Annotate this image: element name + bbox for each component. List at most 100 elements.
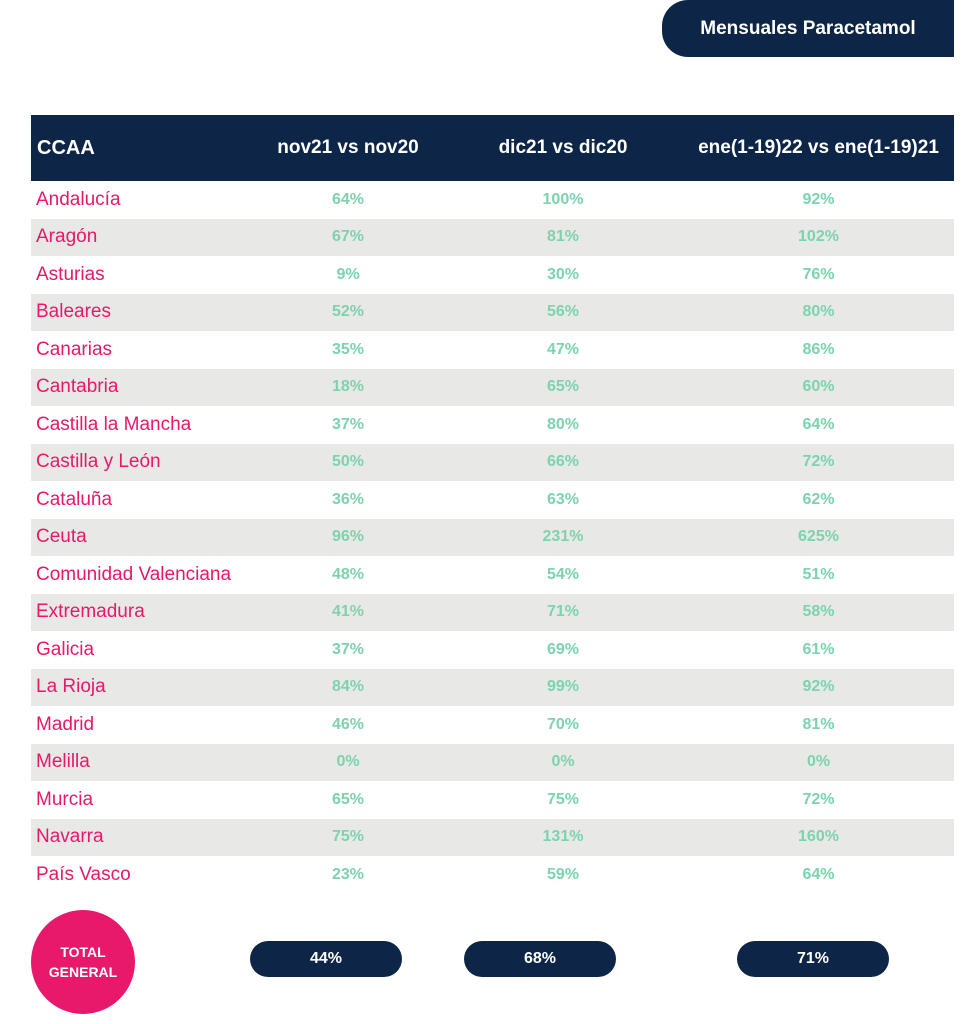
dic-value: 131% <box>542 828 584 846</box>
table-row: Melilla 0% 0% 0% <box>31 743 954 781</box>
region-name: Galicia <box>36 638 95 660</box>
ene-value: 625% <box>798 528 839 546</box>
nov-value: 64% <box>331 190 365 208</box>
table-header-row: CCAA nov21 vs nov20 dic21 vs dic20 ene(1… <box>31 115 954 181</box>
column-header-ccaa: CCAA <box>37 136 95 159</box>
region-name: Baleares <box>36 301 111 323</box>
nov-value: 84% <box>331 678 365 696</box>
ene-value: 160% <box>798 828 839 846</box>
region-name: Cantabria <box>36 376 119 398</box>
dic-value: 81% <box>546 228 580 246</box>
nov-value: 46% <box>331 715 365 733</box>
total-dic-value: 68% <box>523 950 557 967</box>
table-row: Baleares 52% 56% 80% <box>31 293 954 331</box>
table-row: Canarias 35% 47% 86% <box>31 331 954 369</box>
ene-value: 92% <box>802 678 835 696</box>
nov-value: 67% <box>331 228 365 246</box>
ene-value: 86% <box>802 340 835 358</box>
region-name: Comunidad Valenciana <box>36 563 232 585</box>
column-header-ene: ene(1-19)22 vs ene(1-19)21 <box>698 137 939 158</box>
nov-value: 0% <box>336 753 360 771</box>
nov-value: 96% <box>331 528 365 546</box>
dic-value: 47% <box>546 340 580 358</box>
table-row: País Vasco 23% 59% 64% <box>31 856 954 894</box>
dic-value: 54% <box>546 565 580 583</box>
region-name: Aragón <box>36 226 98 248</box>
dic-value: 70% <box>546 715 580 733</box>
nov-value: 9% <box>336 265 360 283</box>
dic-value: 80% <box>546 415 580 433</box>
dic-value: 0% <box>551 753 575 771</box>
ene-value: 72% <box>802 453 835 471</box>
nov-value: 35% <box>331 340 365 358</box>
ene-value: 92% <box>802 190 835 208</box>
ene-value: 76% <box>802 265 835 283</box>
total-ene-pill: 71% <box>737 941 889 977</box>
table-row: Andalucía 64% 100% 92% <box>31 181 954 219</box>
table-row: Murcia 65% 75% 72% <box>31 781 954 819</box>
dic-value: 100% <box>542 190 584 208</box>
ene-value: 64% <box>802 865 835 883</box>
nov-value: 48% <box>331 565 365 583</box>
nov-value: 36% <box>331 490 365 508</box>
nov-value: 50% <box>331 453 365 471</box>
total-general-badge: TOTAL GENERAL <box>31 910 135 1014</box>
ccaa-table: CCAA nov21 vs nov20 dic21 vs dic20 ene(1… <box>31 115 954 894</box>
region-name: Cataluña <box>36 488 113 510</box>
ene-value: 80% <box>802 303 835 321</box>
region-name: La Rioja <box>36 676 106 698</box>
region-name: Andalucía <box>36 188 121 210</box>
total-ene-value: 71% <box>796 950 830 967</box>
nov-value: 18% <box>331 378 365 396</box>
total-dic-pill: 68% <box>464 941 616 977</box>
dic-value: 66% <box>546 453 580 471</box>
ene-value: 64% <box>802 415 835 433</box>
region-name: Navarra <box>36 826 104 848</box>
region-name: País Vasco <box>36 863 131 885</box>
table-row: Navarra 75% 131% 160% <box>31 818 954 856</box>
table-row: Castilla la Mancha 37% 80% 64% <box>31 406 954 444</box>
table-row: Asturias 9% 30% 76% <box>31 256 954 294</box>
page-title: Mensuales Paracetamol <box>700 17 916 39</box>
region-name: Melilla <box>36 751 90 773</box>
dic-value: 231% <box>542 528 584 546</box>
table-row: Madrid 46% 70% 81% <box>31 706 954 744</box>
total-nov-value: 44% <box>309 950 343 967</box>
dic-value: 69% <box>546 640 580 658</box>
total-nov-pill: 44% <box>250 941 402 977</box>
total-label-line1: TOTAL <box>60 944 106 960</box>
nov-value: 41% <box>331 603 365 621</box>
dic-value: 59% <box>546 865 580 883</box>
dic-value: 30% <box>546 265 580 283</box>
dic-value: 56% <box>546 303 580 321</box>
region-name: Murcia <box>36 788 94 810</box>
dic-value: 75% <box>546 790 580 808</box>
table-row: Castilla y León 50% 66% 72% <box>31 443 954 481</box>
table-row: Aragón 67% 81% 102% <box>31 218 954 256</box>
table-body: Andalucía 64% 100% 92% Aragón 67% 81% 102% Astur… <box>31 181 954 894</box>
ene-value: 60% <box>802 378 835 396</box>
region-name: Canarias <box>36 338 113 360</box>
table-row: La Rioja 84% 99% 92% <box>31 668 954 706</box>
dic-value: 99% <box>546 678 580 696</box>
dic-value: 71% <box>546 603 580 621</box>
ene-value: 51% <box>802 565 835 583</box>
ene-value: 0% <box>806 753 831 771</box>
dic-value: 65% <box>546 378 580 396</box>
page-title-badge: Mensuales Paracetamol <box>662 0 954 57</box>
ene-value: 102% <box>798 228 839 246</box>
total-label-line2: GENERAL <box>48 964 118 980</box>
nov-value: 65% <box>331 790 365 808</box>
nov-value: 75% <box>331 828 365 846</box>
table-row: Ceuta 96% 231% 625% <box>31 518 954 556</box>
column-header-dic: dic21 vs dic20 <box>498 137 628 158</box>
nov-value: 52% <box>331 303 365 321</box>
table-row: Comunidad Valenciana 48% 54% 51% <box>31 556 954 594</box>
column-header-nov: nov21 vs nov20 <box>277 137 419 158</box>
ene-value: 81% <box>802 715 835 733</box>
region-name: Castilla y León <box>36 451 161 473</box>
region-name: Madrid <box>36 713 95 735</box>
ene-value: 61% <box>802 640 835 658</box>
table-row: Cataluña 36% 63% 62% <box>31 481 954 519</box>
nov-value: 37% <box>331 415 365 433</box>
